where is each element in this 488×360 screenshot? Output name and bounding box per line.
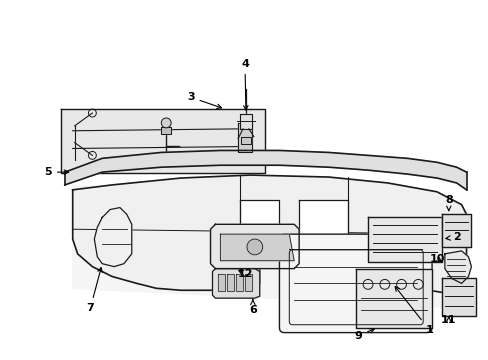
Polygon shape — [227, 274, 234, 291]
Polygon shape — [218, 274, 225, 291]
Text: 5: 5 — [44, 167, 68, 177]
Circle shape — [246, 239, 262, 255]
Polygon shape — [240, 200, 279, 249]
Polygon shape — [244, 274, 251, 291]
Polygon shape — [299, 200, 347, 254]
Polygon shape — [444, 251, 470, 283]
Polygon shape — [210, 224, 299, 269]
Polygon shape — [212, 269, 259, 298]
Text: 6: 6 — [248, 300, 256, 315]
Circle shape — [161, 118, 171, 128]
Polygon shape — [161, 127, 171, 134]
Polygon shape — [241, 137, 250, 144]
FancyBboxPatch shape — [279, 234, 431, 333]
Polygon shape — [73, 185, 466, 308]
Text: 9: 9 — [353, 329, 373, 341]
Text: 12: 12 — [237, 269, 252, 279]
Text: 11: 11 — [440, 315, 456, 325]
Polygon shape — [441, 278, 475, 316]
Text: 2: 2 — [445, 232, 460, 242]
Polygon shape — [238, 123, 251, 152]
Polygon shape — [220, 234, 294, 261]
Polygon shape — [65, 150, 466, 190]
Polygon shape — [61, 109, 264, 173]
Polygon shape — [441, 215, 470, 247]
Polygon shape — [94, 208, 131, 267]
Polygon shape — [236, 274, 243, 291]
Polygon shape — [73, 175, 466, 293]
Text: 3: 3 — [186, 92, 221, 108]
Text: 7: 7 — [86, 267, 102, 313]
Polygon shape — [367, 217, 441, 262]
Text: 4: 4 — [241, 59, 248, 110]
Text: 1: 1 — [394, 287, 432, 335]
Text: 10: 10 — [428, 254, 444, 264]
Polygon shape — [356, 269, 431, 328]
Polygon shape — [240, 114, 251, 129]
Text: 8: 8 — [444, 195, 452, 211]
